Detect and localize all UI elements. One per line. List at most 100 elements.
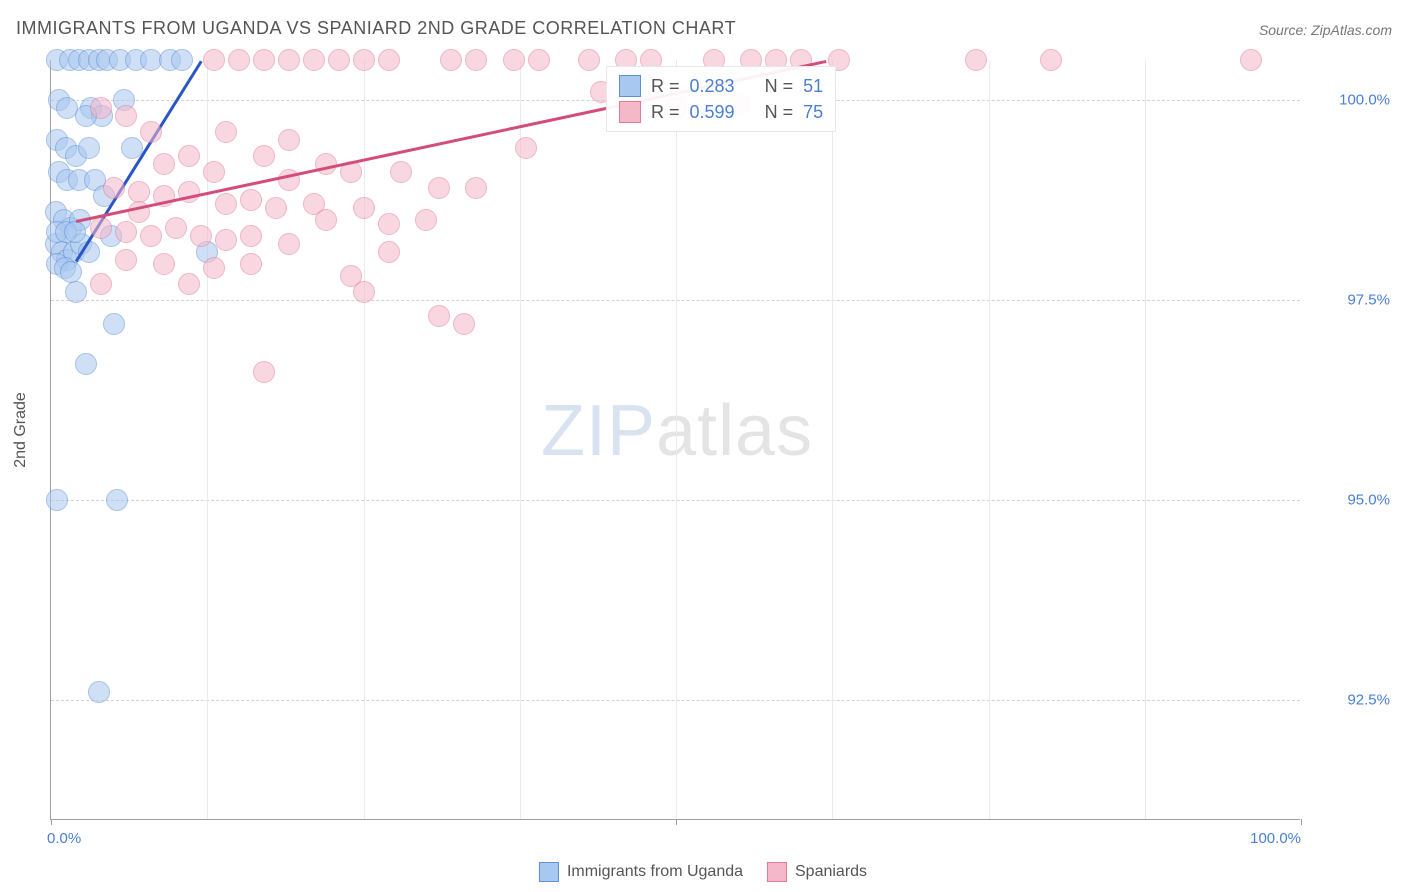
scatter-point (965, 49, 987, 71)
scatter-point (65, 281, 87, 303)
scatter-point (278, 129, 300, 151)
scatter-point (165, 217, 187, 239)
x-tick (1301, 819, 1302, 825)
legend-label: Spaniards (795, 863, 867, 881)
y-tick-label: 100.0% (1310, 92, 1390, 109)
scatter-point (503, 49, 525, 71)
scatter-point (215, 229, 237, 251)
scatter-point (46, 489, 68, 511)
scatter-point (453, 313, 475, 335)
scatter-point (278, 49, 300, 71)
scatter-point (428, 177, 450, 199)
scatter-point (390, 161, 412, 183)
scatter-point (190, 225, 212, 247)
scatter-point (253, 49, 275, 71)
scatter-point (90, 97, 112, 119)
scatter-point (88, 681, 110, 703)
scatter-point (215, 193, 237, 215)
scatter-point (328, 49, 350, 71)
scatter-point (106, 489, 128, 511)
scatter-point (578, 49, 600, 71)
scatter-point (240, 253, 262, 275)
scatter-point (415, 209, 437, 231)
scatter-point (528, 49, 550, 71)
scatter-point (103, 313, 125, 335)
stats-legend-row: R = 0.283 N = 51 (619, 73, 823, 99)
scatter-point (115, 105, 137, 127)
scatter-point (440, 49, 462, 71)
scatter-point (315, 209, 337, 231)
stat-n-value: 51 (803, 76, 823, 97)
scatter-point (203, 257, 225, 279)
scatter-point (115, 249, 137, 271)
scatter-point (465, 177, 487, 199)
scatter-point (60, 261, 82, 283)
scatter-point (115, 221, 137, 243)
scatter-point (240, 189, 262, 211)
gridline (989, 60, 990, 819)
scatter-point (353, 281, 375, 303)
scatter-point (353, 49, 375, 71)
chart-title: IMMIGRANTS FROM UGANDA VS SPANIARD 2ND G… (16, 18, 736, 39)
stat-r-value: 0.599 (690, 102, 735, 123)
y-tick-label: 92.5% (1310, 692, 1390, 709)
scatter-point (203, 161, 225, 183)
scatter-point (178, 145, 200, 167)
scatter-plot: ZIPatlas 92.5%95.0%97.5%100.0%0.0%100.0% (50, 60, 1300, 820)
scatter-point (178, 273, 200, 295)
gridline (832, 60, 833, 819)
scatter-point (171, 49, 193, 71)
stat-n-value: 75 (803, 102, 823, 123)
scatter-point (253, 145, 275, 167)
scatter-point (303, 49, 325, 71)
scatter-point (153, 153, 175, 175)
scatter-point (278, 233, 300, 255)
watermark: ZIPatlas (541, 390, 813, 472)
legend-item-uganda: Immigrants from Uganda (539, 862, 743, 882)
stats-legend: R = 0.283 N = 51 R = 0.599 N = 75 (606, 66, 836, 132)
scatter-point (378, 241, 400, 263)
watermark-zip: ZIP (541, 391, 656, 471)
scatter-point (103, 177, 125, 199)
stats-legend-row: R = 0.599 N = 75 (619, 99, 823, 125)
scatter-point (153, 253, 175, 275)
stat-r-label: R = (651, 76, 680, 97)
scatter-point (515, 137, 537, 159)
scatter-point (465, 49, 487, 71)
scatter-point (140, 121, 162, 143)
watermark-atlas: atlas (656, 391, 813, 471)
legend-swatch (619, 101, 641, 123)
legend-label: Immigrants from Uganda (567, 863, 743, 881)
scatter-point (378, 213, 400, 235)
x-tick (51, 819, 52, 825)
scatter-point (253, 361, 275, 383)
x-tick-label: 0.0% (47, 830, 81, 847)
scatter-point (75, 353, 97, 375)
stat-r-label: R = (651, 102, 680, 123)
gridline (1145, 60, 1146, 819)
legend-swatch (539, 862, 559, 882)
scatter-point (1040, 49, 1062, 71)
x-tick-label: 100.0% (1250, 830, 1301, 847)
scatter-point (215, 121, 237, 143)
scatter-point (140, 225, 162, 247)
scatter-point (353, 197, 375, 219)
stat-n-label: N = (765, 76, 794, 97)
source-attribution: Source: ZipAtlas.com (1259, 22, 1392, 38)
stat-r-value: 0.283 (690, 76, 735, 97)
scatter-point (378, 49, 400, 71)
legend-swatch (767, 862, 787, 882)
y-tick-label: 95.0% (1310, 492, 1390, 509)
gridline (520, 60, 521, 819)
scatter-point (428, 305, 450, 327)
scatter-point (90, 217, 112, 239)
scatter-point (78, 137, 100, 159)
x-tick (676, 819, 677, 825)
y-tick-label: 97.5% (1310, 292, 1390, 309)
stat-n-label: N = (765, 102, 794, 123)
scatter-point (128, 181, 150, 203)
legend-item-spaniards: Spaniards (767, 862, 867, 882)
legend-swatch (619, 75, 641, 97)
scatter-point (1240, 49, 1262, 71)
gridline (364, 60, 365, 819)
